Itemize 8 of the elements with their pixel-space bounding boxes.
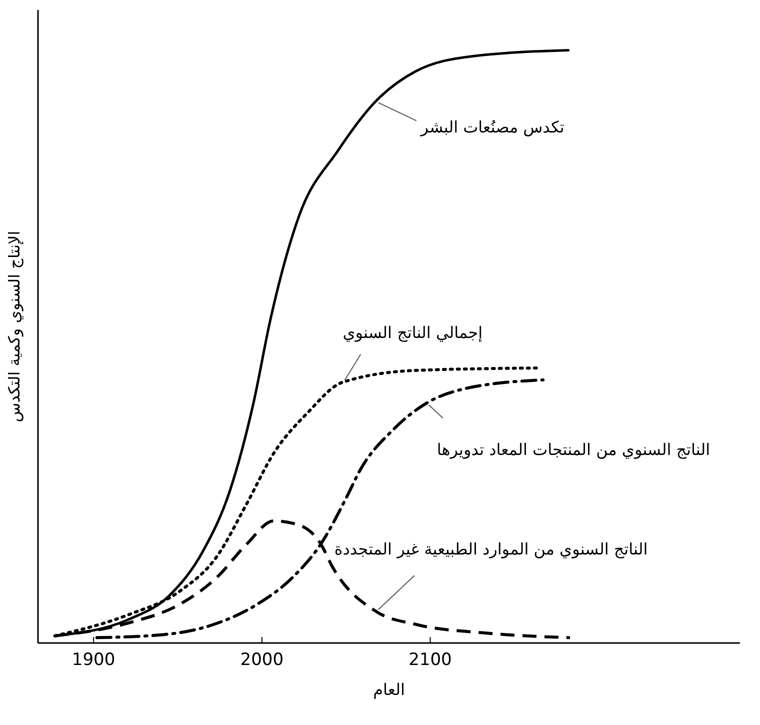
x-axis-title: العام bbox=[373, 680, 405, 699]
series-label: إجمالي الناتج السنوي bbox=[342, 323, 483, 342]
x-tick-label: 2100 bbox=[408, 650, 452, 670]
x-tick-label: 2000 bbox=[240, 650, 284, 670]
text: تكدس مصنُعات البشر bbox=[420, 118, 564, 137]
series-label: الناتج السنوي من الموارد الطبيعية غير المتجددة bbox=[334, 540, 648, 559]
x-tick-label: 1900 bbox=[72, 650, 116, 670]
text: الناتج السنوي من المنتجات المعاد تدويرها bbox=[436, 440, 710, 459]
